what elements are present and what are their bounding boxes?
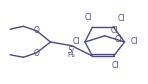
Text: O: O <box>34 26 40 35</box>
Text: H₂: H₂ <box>67 52 75 58</box>
Text: Cl: Cl <box>73 37 80 46</box>
Text: Cl: Cl <box>85 13 92 22</box>
Text: Si: Si <box>68 46 75 55</box>
Text: Cl: Cl <box>111 61 119 70</box>
Text: O: O <box>34 49 40 58</box>
Text: Cl: Cl <box>111 26 118 35</box>
Text: Cl: Cl <box>115 35 122 44</box>
Text: Cl: Cl <box>130 37 138 47</box>
Text: Cl: Cl <box>118 14 125 23</box>
